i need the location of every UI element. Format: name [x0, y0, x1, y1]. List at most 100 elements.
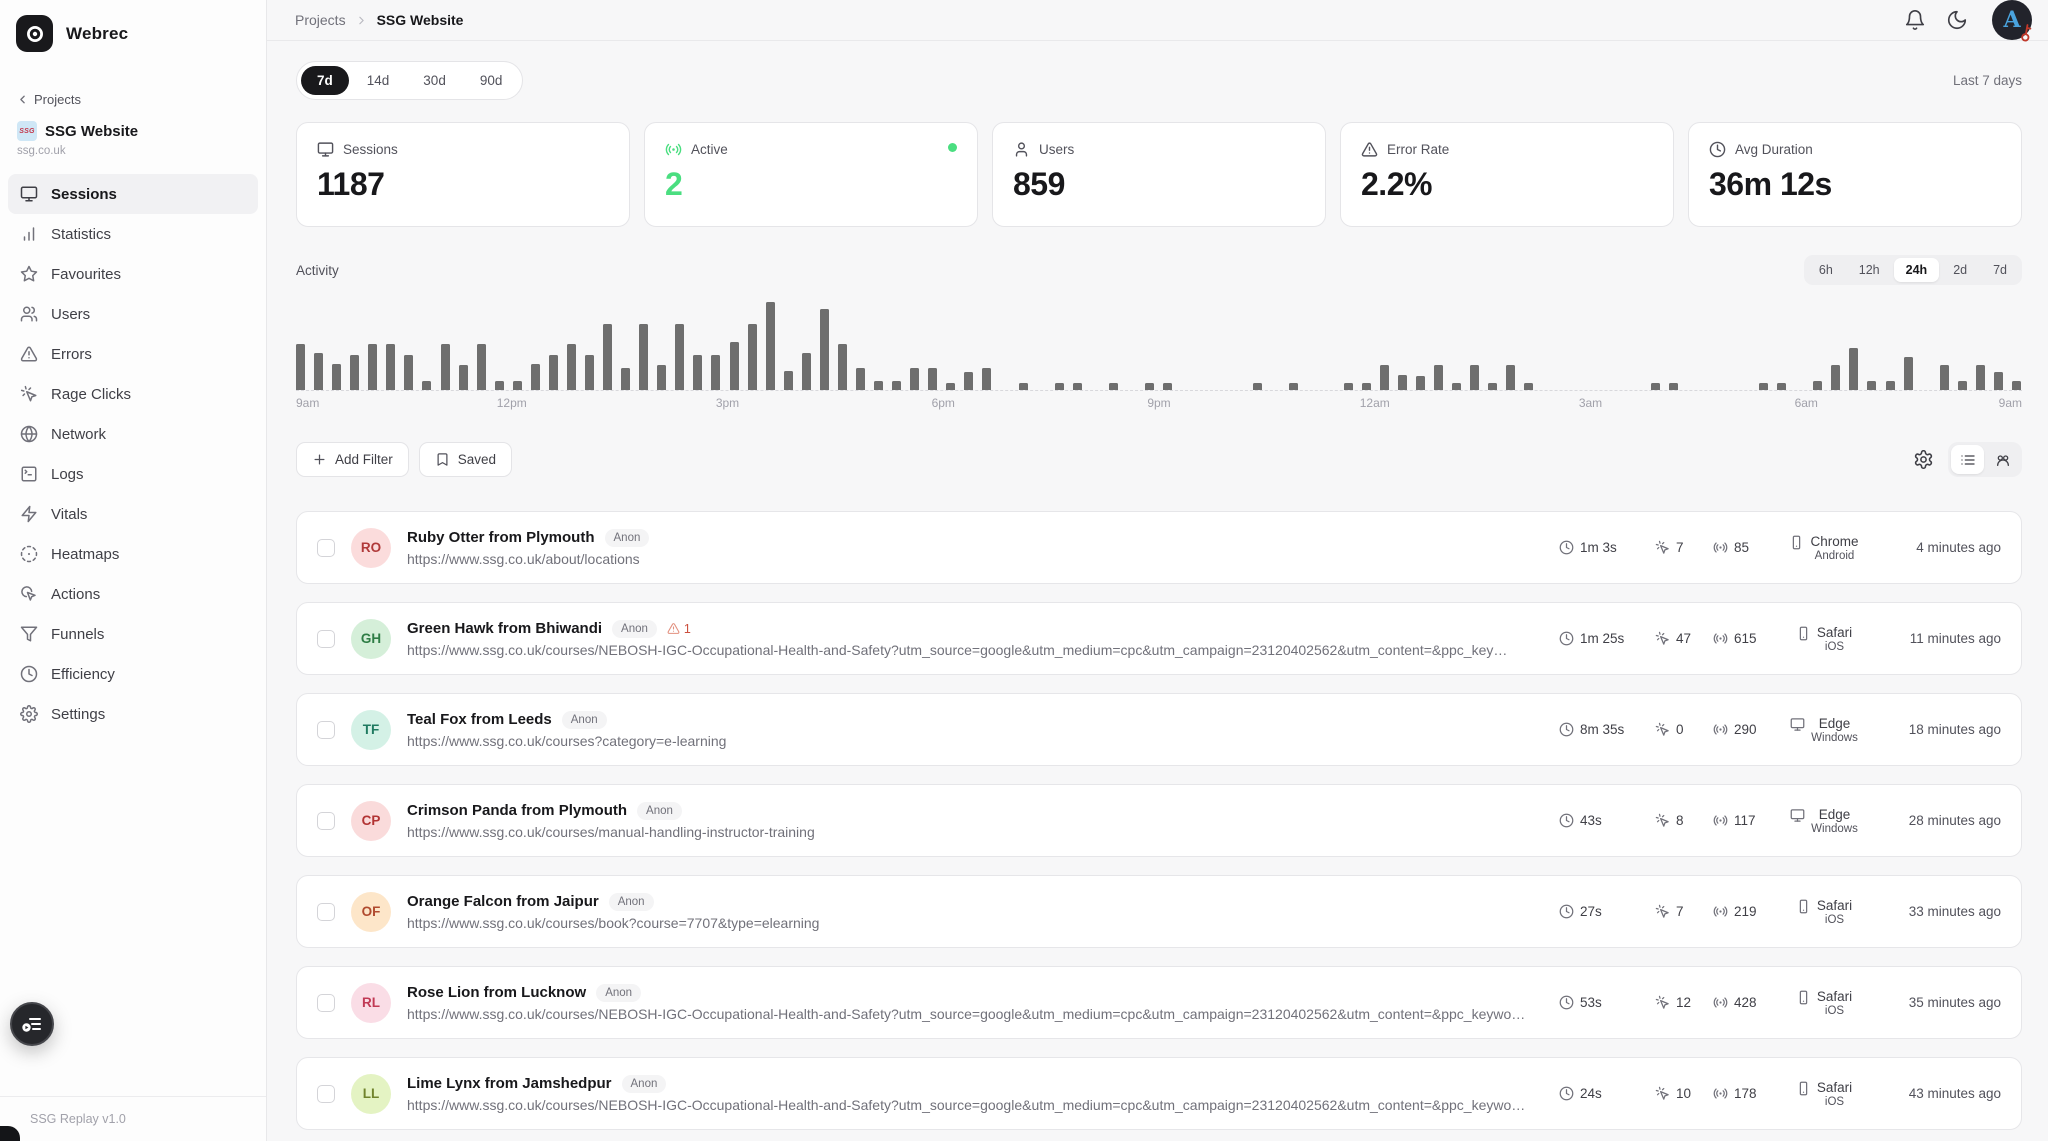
session-clicks: 7 [1655, 540, 1693, 555]
session-stats: 24s 10 178 Safari iOS 43 minutes ago [1559, 1080, 2001, 1108]
activity-range-button-6h[interactable]: 6h [1807, 258, 1845, 282]
session-events: 290 [1713, 722, 1765, 737]
activity-bar [1397, 375, 1407, 390]
sidebar-item-sessions[interactable]: Sessions [8, 174, 258, 214]
activity-bar [1993, 372, 2003, 390]
signal-icon [1713, 631, 1728, 646]
sidebar-item-efficiency[interactable]: Efficiency [8, 654, 258, 694]
session-checkbox[interactable] [317, 629, 335, 648]
activity-bar [1668, 382, 1678, 390]
session-device: Edge Windows [1785, 807, 1863, 835]
activity-range-button-2d[interactable]: 2d [1941, 258, 1979, 282]
group-view-button[interactable] [1986, 445, 2019, 474]
session-events-value: 85 [1734, 540, 1750, 555]
sidebar-item-label: Efficiency [51, 665, 115, 683]
session-stats: 27s 7 219 Safari iOS 33 minutes ago [1559, 898, 2001, 926]
stat-card-head: Sessions [317, 141, 609, 158]
back-to-projects-link[interactable]: Projects [16, 92, 250, 107]
range-button-7d[interactable]: 7d [301, 66, 349, 95]
session-device: Safari iOS [1785, 625, 1863, 653]
smartphone-icon [1796, 899, 1811, 914]
range-button-30d[interactable]: 30d [407, 66, 462, 95]
sidebar-item-users[interactable]: Users [8, 294, 258, 334]
replay-widget-button[interactable] [10, 1002, 54, 1046]
back-link-label: Projects [34, 92, 81, 107]
os-name: Windows [1811, 822, 1858, 835]
session-row[interactable]: GH Green Hawk from Bhiwandi Anon 1 https://w… [296, 602, 2022, 675]
session-row[interactable]: CP Crimson Panda from Plymouth Anon https:/… [296, 784, 2022, 857]
activity-bar [1759, 382, 1769, 390]
activity-range-button-12h[interactable]: 12h [1847, 258, 1892, 282]
breadcrumb-projects[interactable]: Projects [295, 12, 346, 28]
sidebar-item-actions[interactable]: Actions [8, 574, 258, 614]
dark-mode-moon-icon[interactable] [1946, 9, 1968, 31]
session-checkbox[interactable] [317, 538, 335, 557]
sidebar: Webrec Projects SSG SSG Website ssg.co.u… [0, 0, 267, 1141]
session-row[interactable]: LL Lime Lynx from Jamshedpur Anon https://w… [296, 1057, 2022, 1130]
activity-bar [946, 382, 956, 390]
session-checkbox[interactable] [317, 811, 335, 830]
list-controls [1913, 442, 2022, 477]
user-avatar[interactable]: A [1992, 0, 2032, 42]
activity-bar [566, 344, 576, 390]
session-row[interactable]: TF Teal Fox from Leeds Anon https://www.ssg… [296, 693, 2022, 766]
range-button-14d[interactable]: 14d [351, 66, 406, 95]
pointer-spark-icon [1655, 904, 1670, 919]
anon-badge: Anon [621, 1074, 667, 1093]
session-events-value: 219 [1734, 904, 1757, 919]
bookmark-icon [435, 452, 450, 467]
stat-card-label: Active [691, 142, 728, 157]
list-view-button[interactable] [1951, 445, 1984, 474]
saved-filters-button[interactable]: Saved [418, 442, 513, 477]
sidebar-item-errors[interactable]: Errors [8, 334, 258, 374]
session-list: RO Ruby Otter from Plymouth Anon https://ww… [296, 511, 2022, 1130]
activity-header: Activity 6h 12h 24h 2d 7d [296, 255, 2022, 285]
session-checkbox[interactable] [317, 902, 335, 921]
session-clicks-value: 47 [1676, 631, 1692, 646]
activity-bar [1289, 382, 1299, 390]
list-settings-gear-icon[interactable] [1913, 449, 1934, 470]
session-events-value: 117 [1734, 813, 1756, 828]
activity-chart: 9am 12pm 3pm 6pm 9pm 12am 3am 6am 9am [296, 291, 2022, 418]
session-checkbox[interactable] [317, 993, 335, 1012]
sidebar-item-statistics[interactable]: Statistics [8, 214, 258, 254]
avatar: GH [351, 618, 391, 659]
sidebar-item-favourites[interactable]: Favourites [8, 254, 258, 294]
view-mode-toggle [1948, 442, 2022, 477]
session-row[interactable]: RO Ruby Otter from Plymouth Anon https://ww… [296, 511, 2022, 584]
session-info: Orange Falcon from Jaipur Anon https://www… [407, 892, 1543, 931]
add-filter-button[interactable]: Add Filter [296, 442, 409, 477]
session-checkbox[interactable] [317, 1084, 335, 1103]
session-title-row: Rose Lion from Lucknow Anon [407, 983, 1543, 1002]
session-url: https://www.ssg.co.uk/courses/NEBOSH-IGC… [407, 1005, 1526, 1022]
monitor-icon [317, 141, 334, 158]
sidebar-item-settings[interactable]: Settings [8, 694, 258, 734]
browser-name: Edge [1818, 715, 1851, 731]
notifications-bell-icon[interactable] [1904, 9, 1926, 31]
browser-name: Chrome [1810, 533, 1859, 549]
session-checkbox[interactable] [317, 720, 335, 739]
range-button-90d[interactable]: 90d [464, 66, 519, 95]
activity-bar [314, 353, 324, 390]
project-switcher[interactable]: SSG SSG Website [17, 121, 250, 141]
session-name: Crimson Panda from Plymouth [407, 802, 628, 819]
activity-range-button-24h[interactable]: 24h [1893, 258, 1940, 282]
pointer-spark-icon [20, 385, 38, 403]
clock-icon [1559, 540, 1574, 555]
key-icon [2015, 22, 2039, 46]
sidebar-item-heatmaps[interactable]: Heatmaps [8, 534, 258, 574]
sidebar-item-label: Settings [51, 705, 106, 723]
session-stats: 8m 35s 0 290 Edge Windows 18 minutes ago [1559, 716, 2001, 744]
session-info: Rose Lion from Lucknow Anon https://www.ss… [407, 983, 1543, 1022]
sidebar-item-rage-clicks[interactable]: Rage Clicks [8, 374, 258, 414]
signal-icon [665, 141, 682, 158]
anon-badge: Anon [608, 892, 654, 911]
sidebar-item-logs[interactable]: Logs [8, 454, 258, 494]
sidebar-item-funnels[interactable]: Funnels [8, 614, 258, 654]
sidebar-item-vitals[interactable]: Vitals [8, 494, 258, 534]
session-row[interactable]: OF Orange Falcon from Jaipur Anon https://w… [296, 875, 2022, 948]
sidebar-item-network[interactable]: Network [8, 414, 258, 454]
activity-range-button-7d[interactable]: 7d [1981, 258, 2019, 282]
session-row[interactable]: RL Rose Lion from Lucknow Anon https://www.… [296, 966, 2022, 1039]
stat-card-label: Sessions [343, 142, 398, 157]
